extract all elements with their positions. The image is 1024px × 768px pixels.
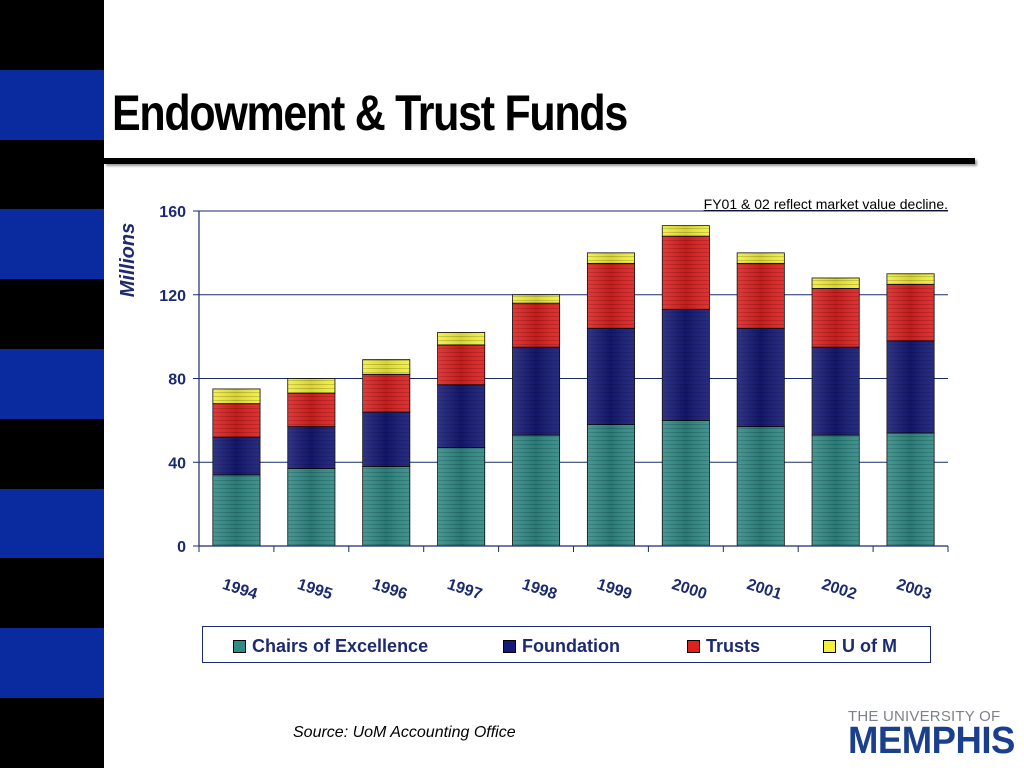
legend-item: Foundation <box>503 636 620 656</box>
bar-stack <box>661 225 710 547</box>
legend-item: Trusts <box>687 636 760 656</box>
sidebar-stripe <box>0 279 104 350</box>
logo-wordmark: MEMPHIS <box>848 720 1015 762</box>
bar-stack <box>437 332 486 547</box>
logo-top-text: THE UNIVERSITY OF <box>848 708 1001 725</box>
legend-swatch <box>687 639 700 653</box>
bar-stack <box>287 378 336 547</box>
sidebar-stripe <box>0 558 104 629</box>
x-tick-label: 1995 <box>295 576 334 603</box>
sidebar-stripe <box>0 139 104 210</box>
sidebar-stripe <box>0 698 104 768</box>
y-tick-label: 40 <box>168 455 186 472</box>
sidebar-stripe <box>0 0 104 70</box>
x-tick-label: 1997 <box>445 576 484 603</box>
university-logo: THE UNIVERSITY OF MEMPHIS <box>848 708 1016 762</box>
bar-stack <box>586 252 635 547</box>
x-tick-label: 1994 <box>220 576 259 603</box>
legend-swatch <box>823 639 836 653</box>
y-tick-labels: 0 40 80 120 160 <box>159 204 186 556</box>
y-tick-label: 160 <box>159 204 186 221</box>
legend-item: Chairs of Excellence <box>233 636 428 656</box>
bar-stack <box>212 388 261 547</box>
stacked-bar-chart: 0 40 80 120 160 1994 1995 1996 1997 1998 1999 2000… <box>117 204 949 603</box>
slide-title: Endowment & Trust Funds <box>112 85 628 141</box>
title-underline <box>104 158 975 164</box>
legend-label: Trusts <box>706 635 761 656</box>
sidebar-stripe <box>0 349 104 419</box>
chart-note: FY01 & 02 reflect market value decline. <box>703 196 948 212</box>
bar-stack <box>886 273 935 547</box>
sidebar-stripe <box>0 628 104 699</box>
bar-stack <box>362 359 411 547</box>
legend-item: U of M <box>823 636 897 656</box>
x-tick-label: 1996 <box>370 576 409 603</box>
legend-swatch <box>233 639 246 653</box>
x-tick-label: 2000 <box>670 576 709 603</box>
legend-label: U of M <box>842 635 897 656</box>
legend-label: Chairs of Excellence <box>252 635 429 656</box>
bar-stack <box>736 252 785 547</box>
sidebar-stripe <box>0 209 104 280</box>
x-tick-label: 1998 <box>520 576 559 603</box>
x-tick-label: 2001 <box>745 576 784 603</box>
x-tick-label: 2003 <box>894 576 933 603</box>
chart-legend: Chairs of Excellence Foundation Trusts U of… <box>202 626 931 663</box>
legend-swatch <box>503 639 516 653</box>
y-axis-label: Millions <box>117 223 139 297</box>
x-tick-labels: 1994 1995 1996 1997 1998 1999 2000 2001 2002 2003 <box>220 576 933 603</box>
y-tick-label: 0 <box>177 539 186 556</box>
bar-stacks <box>212 225 935 547</box>
sidebar-stripe <box>0 488 104 559</box>
sidebar-stripes <box>0 0 104 768</box>
legend-label: Foundation <box>522 635 620 656</box>
sidebar-stripe <box>0 418 104 489</box>
bar-stack <box>811 277 860 547</box>
sidebar-stripe <box>0 69 104 140</box>
y-tick-label: 80 <box>168 372 186 389</box>
x-tick-label: 1999 <box>595 576 634 603</box>
bar-stack <box>512 294 561 547</box>
source-caption: Source: UoM Accounting Office <box>293 724 516 741</box>
y-tick-label: 120 <box>159 288 186 305</box>
x-tick-label: 2002 <box>819 576 858 603</box>
axes <box>198 211 948 547</box>
